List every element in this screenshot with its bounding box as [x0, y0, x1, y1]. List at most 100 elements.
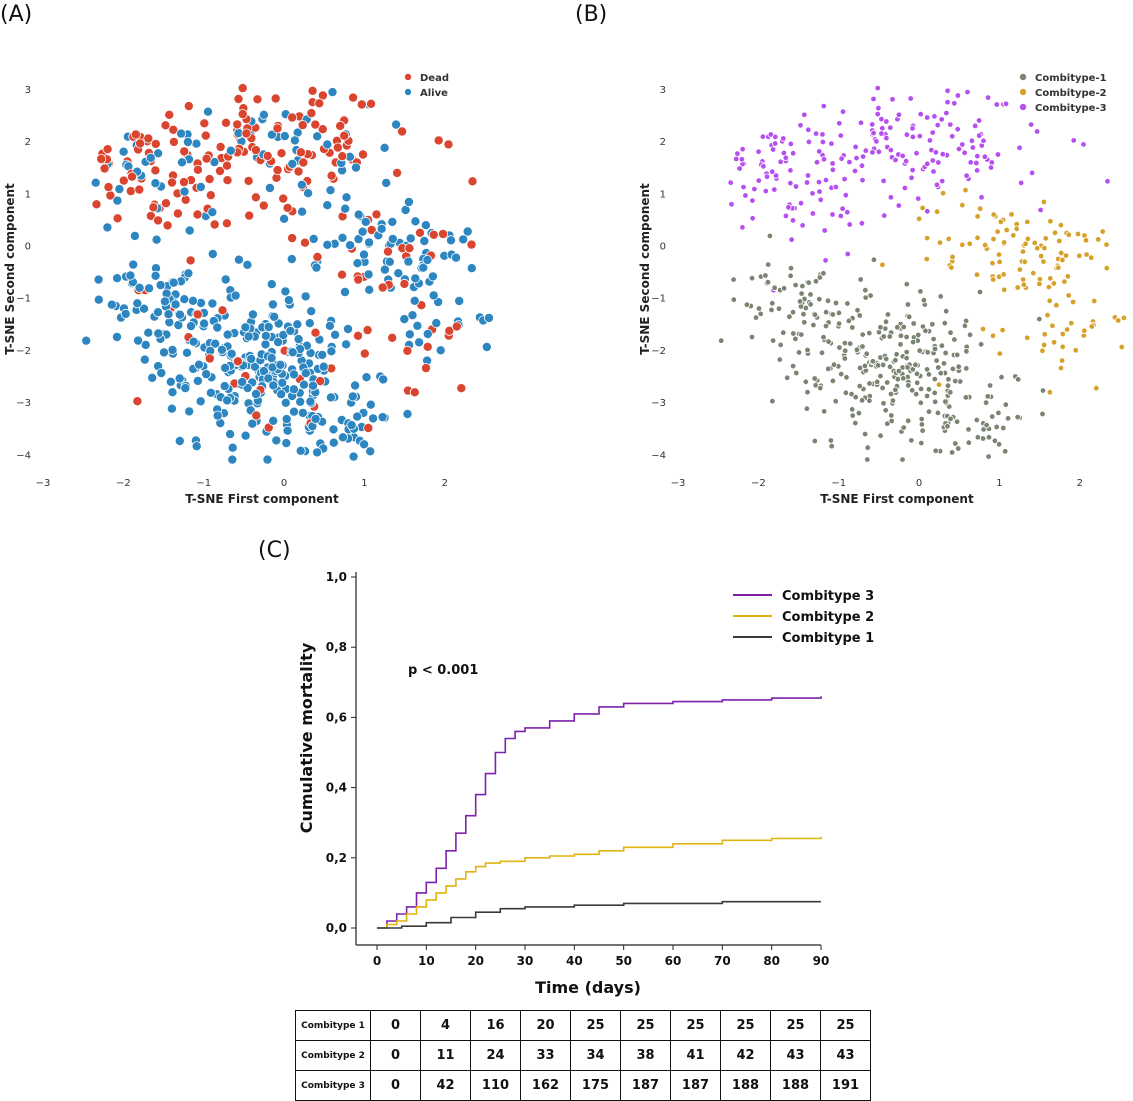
data-point [807, 301, 814, 308]
table-row: Combitype 1 0 4 16 20 25 25 25 25 25 25 [295, 1010, 871, 1041]
data-point [889, 96, 896, 103]
data-point [1036, 315, 1043, 323]
data-point [902, 157, 910, 165]
data-point [899, 456, 906, 463]
data-point [923, 392, 931, 400]
data-point [836, 120, 843, 127]
data-point [1050, 339, 1058, 346]
data-point [909, 166, 916, 174]
data-point [1053, 302, 1060, 309]
data-point [793, 369, 800, 377]
data-point [300, 368, 311, 379]
data-point [1013, 225, 1020, 232]
data-point [199, 318, 210, 329]
data-point [306, 306, 317, 317]
data-point [1040, 198, 1048, 206]
y-tick-label: 0,6 [326, 710, 347, 724]
data-point [93, 294, 104, 305]
data-point [767, 131, 774, 138]
data-point [280, 397, 291, 408]
data-point [835, 309, 843, 317]
data-point [393, 268, 404, 279]
data-point [905, 382, 912, 389]
y-tick-label: 0 [25, 242, 31, 253]
data-point [817, 196, 824, 203]
data-point [91, 199, 102, 210]
data-point [287, 347, 298, 358]
data-point [954, 92, 962, 99]
data-point [937, 370, 944, 377]
data-point [281, 414, 292, 425]
data-point [216, 344, 227, 355]
data-point [350, 162, 361, 173]
data-point [819, 131, 826, 138]
data-point [994, 228, 1001, 235]
data-point [780, 329, 787, 336]
data-point [1093, 385, 1100, 392]
data-point [924, 160, 931, 168]
data-point [959, 141, 966, 148]
data-point [976, 132, 983, 139]
data-point [817, 384, 824, 392]
data-point [736, 165, 743, 172]
data-point [906, 313, 913, 320]
data-point [899, 152, 906, 160]
data-point [387, 332, 398, 343]
data-point [282, 425, 293, 436]
data-point [184, 225, 195, 236]
table-cell: 11 [420, 1040, 471, 1071]
data-point [909, 125, 916, 132]
data-point [437, 228, 448, 239]
data-point [266, 129, 277, 140]
data-point [790, 330, 797, 337]
data-point [179, 294, 190, 305]
data-point [995, 409, 1002, 417]
data-point [337, 151, 348, 162]
data-point [894, 324, 901, 331]
data-point [870, 129, 877, 137]
data-point [874, 84, 881, 92]
data-point [718, 337, 725, 344]
data-point [856, 312, 863, 319]
data-point [212, 322, 223, 333]
data-point [350, 380, 361, 391]
data-point [929, 157, 936, 164]
data-point [217, 305, 228, 316]
data-point [989, 260, 996, 267]
data-point [900, 375, 907, 382]
data-point [414, 227, 425, 238]
data-point [324, 320, 335, 331]
data-point [1082, 237, 1090, 244]
data-point [1020, 281, 1027, 288]
data-point [1030, 270, 1037, 277]
data-point [132, 396, 143, 407]
data-point [1016, 144, 1023, 151]
data-point [955, 145, 963, 153]
data-point [880, 400, 887, 407]
data-point [907, 95, 914, 102]
data-point [923, 255, 930, 263]
data-point [335, 120, 346, 131]
data-point [875, 104, 882, 112]
p-value-annotation: p < 0.001 [408, 663, 478, 678]
data-point [150, 138, 161, 149]
data-point [297, 206, 308, 217]
data-point [427, 271, 438, 282]
data-point [809, 190, 816, 197]
data-point [180, 194, 191, 205]
data-point [272, 165, 283, 176]
data-point [873, 138, 880, 145]
data-point [278, 193, 289, 204]
data-point [832, 398, 839, 405]
data-point [445, 235, 456, 246]
data-point [201, 153, 212, 164]
data-point [237, 83, 248, 94]
data-point [1063, 326, 1071, 333]
data-point [944, 98, 951, 106]
data-point [1037, 252, 1045, 260]
data-point [930, 168, 937, 175]
data-point [232, 356, 243, 367]
data-point [989, 413, 996, 420]
data-point [755, 305, 763, 312]
